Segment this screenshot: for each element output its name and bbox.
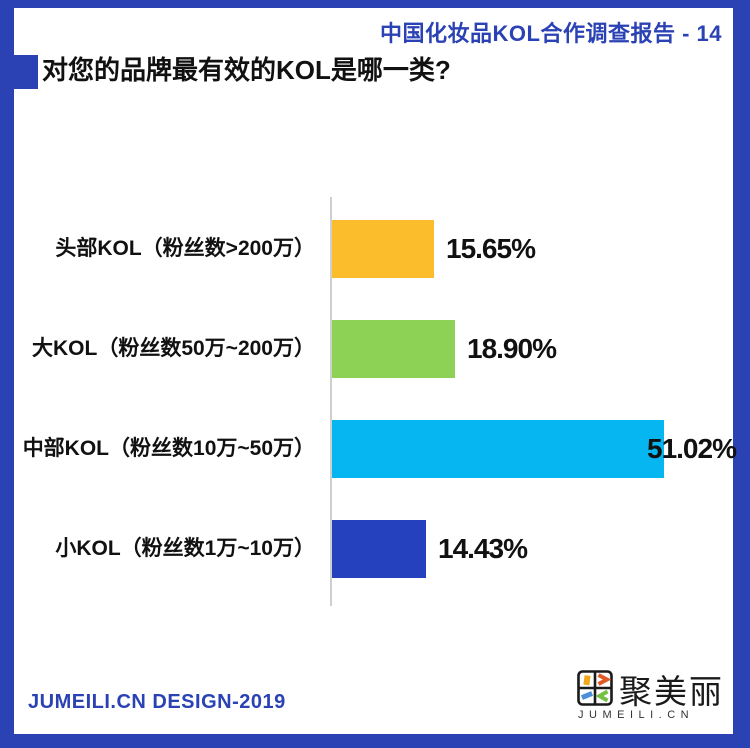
bar-4 bbox=[332, 520, 426, 578]
bar-chart: 头部KOL（粉丝数>200万） 15.65% 大KOL（粉丝数50万~200万） 18… bbox=[0, 220, 750, 630]
y-axis-line bbox=[330, 197, 332, 606]
value-label: 15.65% bbox=[446, 233, 536, 264]
bar-1 bbox=[332, 220, 434, 278]
value-label: 18.90% bbox=[467, 333, 557, 364]
footer-credit: JUMEILI.CN DESIGN-2019 bbox=[28, 691, 286, 713]
frame-left-border bbox=[0, 0, 14, 748]
category-label: 小KOL（粉丝数1万~10万） bbox=[55, 537, 315, 560]
jumeili-logo-icon bbox=[577, 670, 613, 706]
chart-row-3: 中部KOL（粉丝数10万~50万） 51.02% bbox=[0, 420, 750, 478]
title-bullet-square bbox=[11, 55, 38, 89]
category-label: 中部KOL（粉丝数10万~50万） bbox=[22, 437, 315, 460]
page-title: 对您的品牌最有效的KOL是哪一类? bbox=[42, 55, 451, 85]
value-label: 14.43% bbox=[438, 533, 528, 564]
bar-3 bbox=[332, 420, 664, 478]
frame-top-border bbox=[0, 0, 750, 8]
frame-right-border bbox=[733, 0, 750, 748]
value-label: 51.02% bbox=[647, 433, 737, 464]
chart-row-1: 头部KOL（粉丝数>200万） 15.65% bbox=[0, 220, 750, 278]
chart-row-4: 小KOL（粉丝数1万~10万） 14.43% bbox=[0, 520, 750, 578]
logo-text-cn: 聚美丽 bbox=[619, 673, 724, 710]
jumeili-logo: 聚美丽 JUMEILI.CN bbox=[577, 668, 725, 726]
bar-2 bbox=[332, 320, 455, 378]
category-label: 头部KOL（粉丝数>200万） bbox=[55, 237, 315, 260]
logo-text-en: JUMEILI.CN bbox=[578, 709, 695, 721]
report-header-title: 中国化妆品KOL合作调查报告 - 14 bbox=[380, 21, 722, 46]
frame-bottom-border bbox=[0, 734, 750, 748]
category-label: 大KOL（粉丝数50万~200万） bbox=[32, 337, 315, 360]
chart-row-2: 大KOL（粉丝数50万~200万） 18.90% bbox=[0, 320, 750, 378]
